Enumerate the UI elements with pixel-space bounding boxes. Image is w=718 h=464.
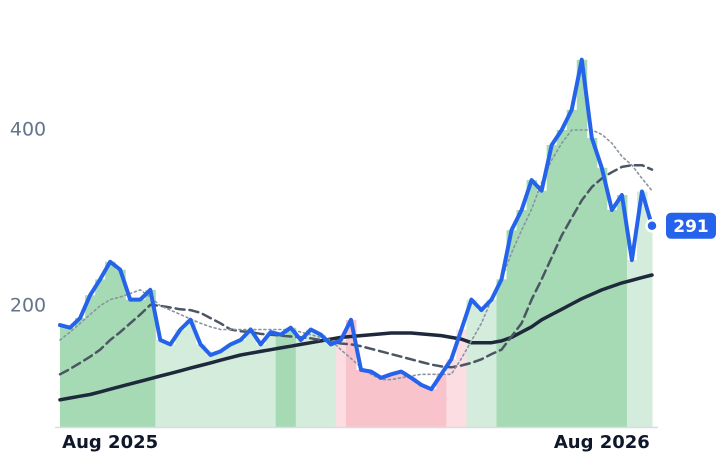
bar	[556, 130, 568, 427]
bar	[75, 318, 86, 427]
bar	[235, 340, 247, 427]
bar	[596, 167, 608, 428]
bar	[335, 340, 347, 427]
bar	[436, 374, 447, 427]
bar	[165, 344, 176, 427]
bar	[476, 310, 487, 427]
bar	[60, 325, 66, 427]
bar	[85, 295, 96, 427]
bar	[285, 327, 297, 427]
bar	[366, 371, 377, 427]
bar	[386, 374, 397, 427]
bar	[225, 344, 237, 427]
bar	[396, 371, 407, 427]
bar	[496, 279, 508, 427]
bar	[636, 191, 648, 427]
bar	[586, 137, 598, 428]
bar	[275, 334, 287, 427]
y-tick-label: 400	[10, 119, 46, 141]
bar	[255, 344, 267, 427]
bar	[456, 329, 467, 427]
value-label: 291	[673, 217, 709, 237]
bar	[526, 180, 538, 427]
last-point	[645, 219, 659, 233]
bar	[155, 340, 166, 427]
bar	[416, 384, 427, 427]
bar	[426, 389, 437, 427]
bar	[175, 329, 186, 427]
bar	[95, 279, 106, 427]
bar	[125, 299, 136, 427]
bar	[345, 319, 357, 427]
bar	[195, 344, 206, 427]
bar	[646, 225, 653, 427]
bar	[315, 334, 327, 427]
bar	[606, 209, 618, 427]
bar	[616, 195, 628, 427]
bar	[536, 190, 548, 427]
line-series	[58, 57, 654, 392]
bar	[376, 377, 387, 427]
bar	[516, 209, 528, 427]
bar	[446, 359, 457, 427]
bar	[245, 329, 257, 427]
bar	[406, 377, 417, 427]
bar	[105, 261, 116, 427]
bar	[65, 327, 76, 427]
bar	[145, 289, 156, 427]
bar	[305, 329, 317, 427]
bar	[205, 354, 217, 427]
bar	[185, 319, 196, 427]
bar	[566, 109, 578, 427]
bar	[486, 299, 497, 427]
x-tick-label: Aug 2025	[62, 432, 158, 453]
bar	[626, 260, 638, 427]
y-tick-label: 200	[10, 294, 46, 316]
bar	[265, 332, 277, 427]
bar	[215, 351, 227, 427]
bar	[576, 59, 588, 427]
bar	[325, 344, 337, 427]
bar	[115, 269, 126, 427]
bar	[295, 340, 307, 427]
x-tick-label: Aug 2026	[554, 432, 650, 453]
bar	[546, 144, 558, 428]
line-series	[59, 129, 653, 381]
bar	[466, 299, 477, 427]
value-badge	[666, 212, 716, 239]
bar	[506, 230, 518, 427]
bar	[135, 299, 146, 427]
bar	[356, 369, 367, 427]
